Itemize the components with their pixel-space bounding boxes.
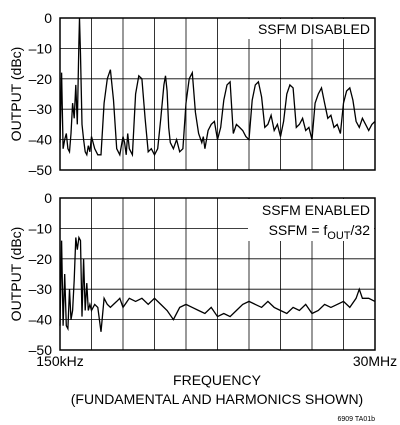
y-tick-label: –50 [29,342,53,358]
ssfm-disabled-label: SSFM DISABLED [258,21,370,37]
figure-id: 6909 TA01b [338,416,376,423]
top-panel-annotation-box [248,19,374,39]
y-tick-label: –20 [29,71,53,87]
bottom-series-line [59,235,376,332]
top-y-axis-label: OUTPUT (dBc) [8,47,24,142]
y-tick-label: –10 [29,220,53,236]
top-panel-grid [60,18,375,170]
y-tick-label: –20 [29,251,53,267]
x-axis-end-label: 30MHz [353,353,397,369]
y-tick-label: –30 [29,281,53,297]
x-axis-start-label: 150kHz [36,353,83,369]
x-axis-subtitle: (FUNDAMENTAL AND HARMONICS SHOWN) [71,391,363,407]
bottom-y-axis-label: OUTPUT (dBc) [8,227,24,322]
top-panel-frame [59,17,376,171]
bottom-panel: SSFM ENABLED SSFM = fOUT/32 0 –10 –20 –30 –4… [8,190,376,358]
y-tick-label: –40 [29,312,53,328]
top-panel: SSFM DISABLED 0 –10 –20 –30 –40 –50 OUTPUT (d… [8,10,376,178]
y-tick-label: –10 [29,40,53,56]
bottom-panel-y-ticks: 0 –10 –20 –30 –40 –50 [29,190,53,358]
y-tick-label: –50 [29,162,53,178]
bottom-panel-frame [59,197,376,351]
y-tick-label: –40 [29,132,53,148]
top-series-line [59,17,376,158]
ssfm-formula-label: SSFM = fOUT/32 [269,222,371,242]
top-panel-y-ticks: 0 –10 –20 –30 –40 –50 [29,10,53,178]
y-tick-label: 0 [44,10,52,26]
ssfm-enabled-label: SSFM ENABLED [262,202,370,218]
y-tick-label: 0 [44,190,52,206]
bottom-panel-annotation-box [248,199,374,241]
bottom-panel-grid [60,198,375,350]
x-axis-title: FREQUENCY [173,372,262,388]
y-tick-label: –30 [29,101,53,117]
